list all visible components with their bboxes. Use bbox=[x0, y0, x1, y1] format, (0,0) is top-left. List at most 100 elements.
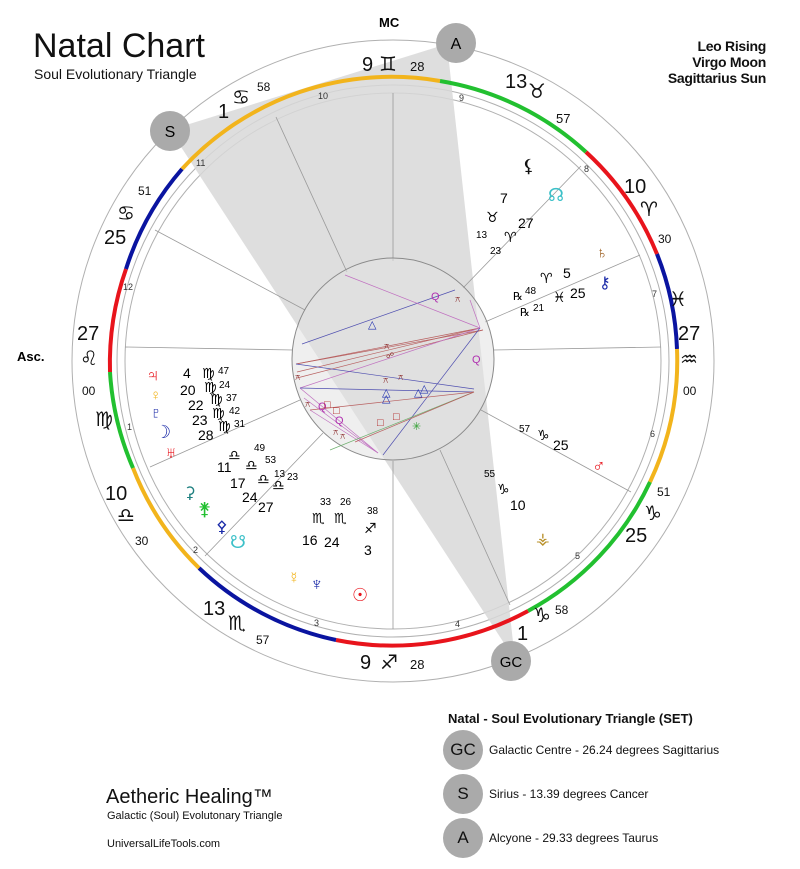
svg-text:1: 1 bbox=[127, 422, 132, 432]
svg-text:28: 28 bbox=[410, 657, 424, 672]
svg-text:13: 13 bbox=[203, 598, 225, 620]
svg-text:42: 42 bbox=[229, 406, 241, 417]
svg-text:5: 5 bbox=[575, 551, 580, 561]
svg-text:♏: ♏ bbox=[334, 510, 347, 526]
saturn-icon: ♄ bbox=[596, 245, 608, 262]
svg-text:♋: ♋ bbox=[117, 203, 135, 225]
svg-text:♑: ♑ bbox=[644, 503, 662, 525]
svg-text:27: 27 bbox=[678, 323, 700, 345]
svg-text:□: □ bbox=[324, 399, 331, 411]
svg-text:8: 8 bbox=[584, 164, 589, 174]
mars-icon: ♂ bbox=[592, 456, 606, 476]
svg-text:24: 24 bbox=[219, 380, 231, 391]
element-ring bbox=[107, 74, 680, 648]
svg-text:△: △ bbox=[382, 393, 391, 405]
svg-text:♍: ♍ bbox=[204, 379, 217, 395]
planet-group-capricorn: 57 ♑ 25 ♂ 55 ♑ 10 ⚶ bbox=[484, 424, 606, 548]
legend-text: Galactic Centre - 26.24 degrees Sagittar… bbox=[489, 743, 720, 757]
svg-text:4: 4 bbox=[455, 619, 460, 629]
svg-text:⚻: ⚻ bbox=[398, 373, 403, 382]
svg-text:37: 37 bbox=[226, 393, 238, 404]
svg-text:⚻: ⚻ bbox=[305, 400, 310, 409]
legend-item-alcyone: A Alcyone - 29.33 degrees Taurus bbox=[443, 818, 658, 858]
neptune-icon: ♆ bbox=[310, 574, 324, 594]
moon-icon: ☽ bbox=[155, 422, 171, 442]
svg-text:Q: Q bbox=[472, 354, 481, 366]
vertex-icon: ⚶ bbox=[536, 531, 550, 548]
svg-text:6: 6 bbox=[650, 429, 655, 439]
jupiter-icon: ♃ bbox=[146, 365, 160, 385]
svg-text:16: 16 bbox=[302, 532, 318, 548]
svg-text:33: 33 bbox=[320, 497, 332, 508]
cusp-labels: 9 ♊ 28 13 ♉ 57 10 ♈ 30 ♓ 27 ♒ 00 51 ♑ 25… bbox=[77, 54, 700, 674]
svg-text:27: 27 bbox=[258, 499, 274, 515]
a-badge: A bbox=[443, 818, 483, 858]
svg-text:38: 38 bbox=[367, 506, 379, 517]
north-node-icon: ☊ bbox=[548, 185, 564, 205]
svg-text:24: 24 bbox=[324, 534, 340, 550]
svg-text:☍: ☍ bbox=[386, 351, 394, 360]
svg-text:⚻: ⚻ bbox=[333, 428, 338, 437]
svg-text:♓: ♓ bbox=[669, 289, 687, 311]
svg-text:23: 23 bbox=[192, 412, 208, 428]
ceres-icon: ⚳ bbox=[184, 485, 196, 502]
aspect-lines bbox=[295, 274, 484, 456]
svg-text:Q: Q bbox=[318, 401, 327, 413]
svg-text:♏: ♏ bbox=[228, 613, 246, 635]
svg-text:♍: ♍ bbox=[218, 418, 231, 434]
svg-text:55: 55 bbox=[484, 469, 496, 480]
svg-text:℞: ℞ bbox=[513, 291, 523, 303]
svg-text:30: 30 bbox=[658, 232, 672, 246]
moon-sign: Virgo Moon bbox=[692, 54, 766, 70]
triangle-badge-alcyone: A bbox=[436, 23, 476, 63]
legend-title: Natal - Soul Evolutionary Triangle (SET) bbox=[448, 711, 693, 726]
legend-text: Alcyone - 29.33 degrees Taurus bbox=[489, 831, 659, 845]
svg-text:⚻: ⚻ bbox=[295, 373, 300, 382]
svg-text:♑: ♑ bbox=[537, 427, 550, 443]
svg-text:10: 10 bbox=[510, 497, 526, 513]
svg-text:13: 13 bbox=[274, 469, 286, 480]
svg-text:♈: ♈ bbox=[640, 199, 658, 221]
svg-text:57: 57 bbox=[256, 633, 270, 647]
svg-text:7: 7 bbox=[500, 190, 508, 206]
svg-text:♑: ♑ bbox=[497, 481, 510, 497]
svg-text:58: 58 bbox=[555, 603, 569, 617]
aspect-circle bbox=[291, 257, 495, 461]
svg-text:♈: ♈ bbox=[504, 229, 517, 245]
svg-text:27: 27 bbox=[77, 323, 99, 345]
svg-text:12: 12 bbox=[123, 282, 133, 292]
gc-badge: GC bbox=[443, 730, 483, 770]
mercury-icon: ☿ bbox=[288, 570, 300, 587]
svg-text:25: 25 bbox=[625, 525, 647, 547]
svg-text:23: 23 bbox=[490, 246, 502, 257]
svg-text:27: 27 bbox=[518, 215, 534, 231]
svg-text:25: 25 bbox=[553, 437, 569, 453]
lilith-icon: ⚸ bbox=[522, 156, 535, 176]
svg-text:30: 30 bbox=[135, 534, 149, 548]
svg-text:♉: ♉ bbox=[486, 209, 499, 225]
svg-text:♍: ♍ bbox=[95, 409, 113, 431]
planet-group-pisces-aries: ♈ 5 48 ℞ ♓ 25 21 ℞ ♄ ⚷ bbox=[513, 245, 611, 319]
svg-text:♊: ♊ bbox=[379, 54, 397, 76]
mc-label: MC bbox=[379, 15, 400, 30]
svg-text:♒: ♒ bbox=[680, 349, 698, 371]
svg-text:⚻: ⚻ bbox=[455, 295, 460, 304]
svg-text:♎: ♎ bbox=[228, 447, 241, 463]
svg-text:℞: ℞ bbox=[520, 307, 530, 319]
s-badge: S bbox=[443, 774, 483, 814]
svg-text:♎: ♎ bbox=[117, 505, 135, 527]
svg-text:1: 1 bbox=[517, 623, 528, 645]
planet-group-scorpio: 33 26 ♏ ♏ 16 24 ☿ ♆ 38 ♐ 3 ☉ bbox=[288, 497, 379, 605]
svg-text:♈: ♈ bbox=[540, 270, 553, 286]
natal-chart-wheel: 1 2 3 4 5 6 7 8 9 10 11 12 △ Q Q △ bbox=[17, 15, 715, 683]
svg-text:58: 58 bbox=[257, 80, 271, 94]
page-subtitle: Soul Evolutionary Triangle bbox=[34, 66, 197, 82]
svg-text:17: 17 bbox=[230, 475, 246, 491]
svg-text:♐: ♐ bbox=[380, 652, 398, 674]
svg-text:13: 13 bbox=[505, 71, 527, 93]
rising-sign: Leo Rising bbox=[697, 38, 766, 54]
svg-text:♋: ♋ bbox=[232, 87, 250, 109]
svg-text:S: S bbox=[165, 124, 176, 141]
triangle-badge-sirius: S bbox=[150, 111, 190, 151]
planet-group-virgo: ♃ ♀ ♇ ☽ ♅ 4 ♍ 47 20 ♍ 24 22 ♍ 37 23 ♍ 42… bbox=[146, 365, 246, 462]
